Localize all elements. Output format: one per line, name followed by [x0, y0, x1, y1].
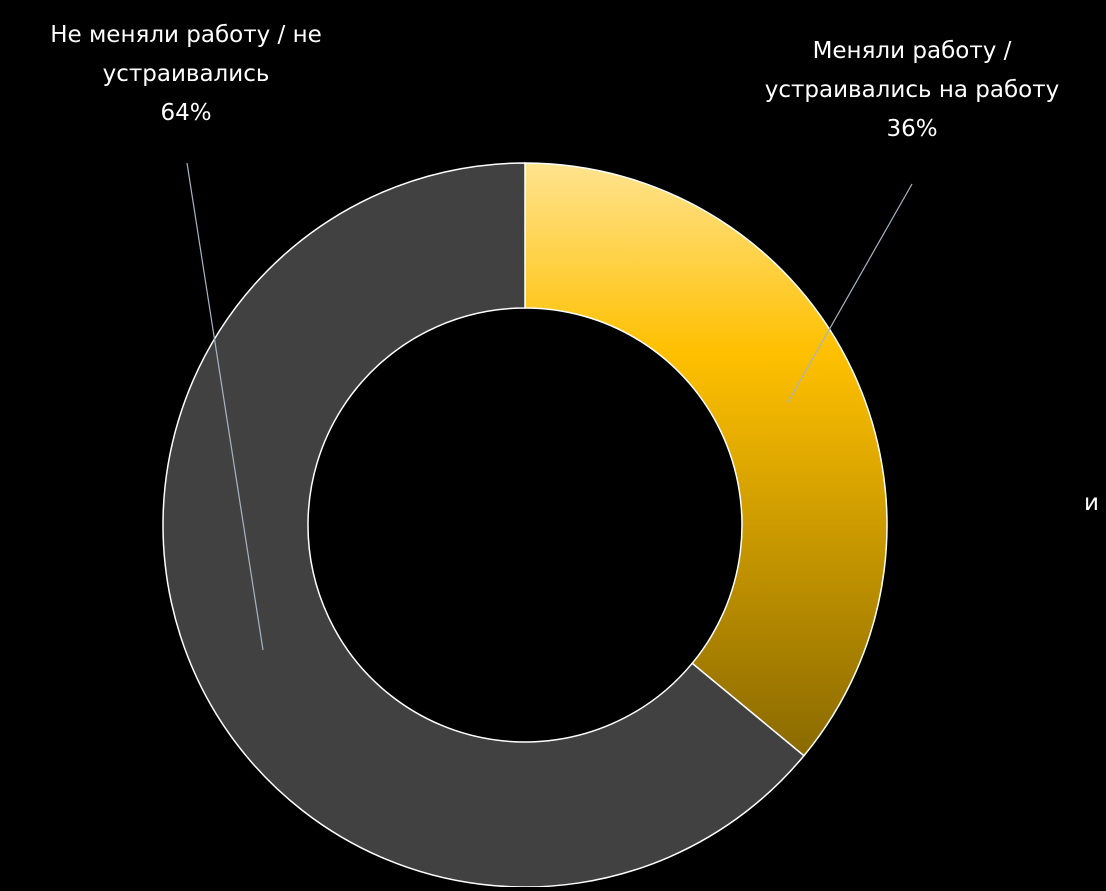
slice-label-line: Не меняли работу / не	[50, 22, 322, 48]
donut-slice-2	[162, 162, 805, 888]
slice-value-label-2: 64%	[160, 100, 211, 126]
clipped-side-text: и	[1084, 490, 1099, 516]
slice-label-line: устраивались на работу	[765, 77, 1060, 103]
slices-layer	[162, 162, 888, 888]
leader-line-2	[186, 162, 264, 651]
leader-lines-layer	[186, 162, 913, 651]
slice-label-1: Меняли работу / устраивались на работу 36%	[765, 38, 1060, 142]
slice-label-line: устраивались	[103, 61, 270, 87]
labels-layer: Меняли работу / устраивались на работу 36%…	[50, 22, 1059, 142]
leader-line-1	[787, 183, 913, 403]
slice-value-label-1: 36%	[886, 116, 937, 142]
donut-slice-1	[524, 162, 888, 757]
slice-label-2: Не меняли работу / не устраивались 64%	[50, 22, 322, 126]
slice-label-line: Меняли работу /	[813, 38, 1012, 64]
